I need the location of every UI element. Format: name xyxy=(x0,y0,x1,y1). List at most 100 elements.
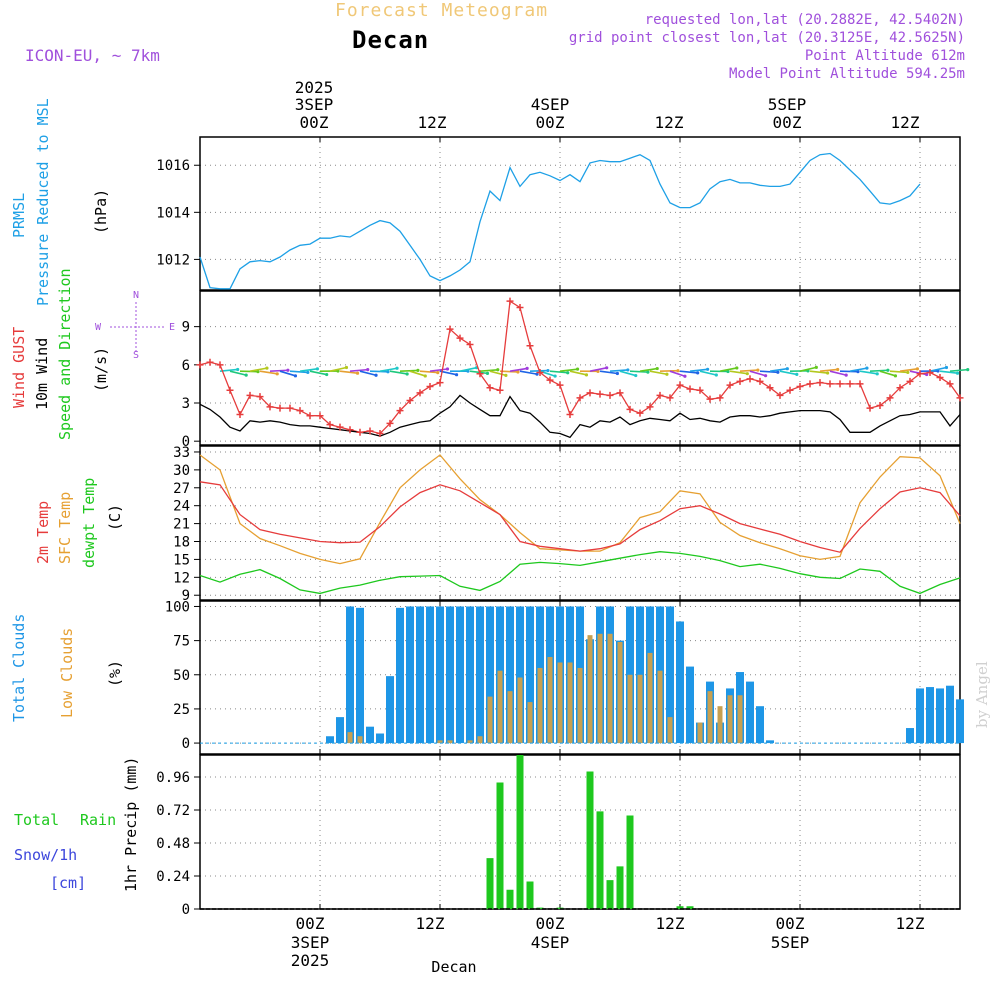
gust-marker xyxy=(936,374,944,382)
wind-arrow xyxy=(889,370,908,374)
wind-arrow xyxy=(649,370,668,376)
prmsl-sublabel: Pressure Reduced to MSL xyxy=(34,98,52,306)
total-cloud-bar xyxy=(356,607,364,744)
total-cloud-bar xyxy=(406,606,414,744)
wind-arrowhead xyxy=(745,372,749,376)
wind-arrowhead xyxy=(575,367,580,371)
wind-arrow xyxy=(379,367,398,372)
wind-arrow xyxy=(829,370,847,376)
y-tick-label: 33 xyxy=(173,445,190,461)
low-cloud-bar xyxy=(537,667,543,744)
low-cloud-bar xyxy=(727,695,733,744)
total-cloud-bar xyxy=(926,687,934,744)
total-cloud-bar xyxy=(366,726,374,744)
total-cloud-bar xyxy=(466,606,474,744)
gust-marker xyxy=(736,377,744,385)
total-cloud-bar xyxy=(386,676,394,744)
total-cloud-bar xyxy=(916,688,924,744)
panel-1: 1012 1014 1016 xyxy=(156,136,961,291)
wind-arrowhead xyxy=(886,368,890,372)
wind-arrowhead xyxy=(395,366,399,370)
gust-marker xyxy=(276,404,284,412)
rain-bar xyxy=(676,906,684,909)
compass-rose: N S W E xyxy=(95,290,175,361)
wind-arrowhead xyxy=(706,367,710,371)
wind-arrow xyxy=(689,368,708,372)
wind-arrowhead xyxy=(714,373,718,377)
wind-arrow xyxy=(359,370,377,377)
y-tick-label: 0.48 xyxy=(156,836,190,852)
total-clouds-label: Total Clouds xyxy=(10,614,28,722)
gust-marker xyxy=(336,423,344,431)
total-cloud-bar xyxy=(446,606,454,744)
gust-marker xyxy=(396,407,404,415)
low-cloud-bar xyxy=(567,662,573,744)
y-tick-label: 3 xyxy=(182,396,190,412)
gust-marker xyxy=(606,391,614,399)
wind-arrow xyxy=(799,366,817,372)
gust-marker xyxy=(906,377,914,385)
wind-arrow xyxy=(559,368,578,372)
gust-label: Wind GUST xyxy=(10,327,28,408)
dewpt-label: dewpt Temp xyxy=(80,478,98,568)
wind-arrowhead xyxy=(584,373,589,377)
gust-marker xyxy=(236,410,244,418)
gust-marker xyxy=(246,391,254,399)
gust-marker xyxy=(476,370,484,378)
total-cloud-bar xyxy=(326,736,334,744)
rain-label: Rain xyxy=(80,811,116,829)
compass-s-label: S xyxy=(133,350,139,361)
total-cloud-bar xyxy=(766,740,774,744)
y-tick-label: 0 xyxy=(182,902,190,918)
wind-arrowhead xyxy=(436,370,440,375)
low-cloud-bar xyxy=(437,740,443,744)
sfc-temp-label: SFC Temp xyxy=(56,492,74,564)
low-cloud-bar xyxy=(627,674,633,744)
y-tick-label: 50 xyxy=(173,668,190,684)
total-cloud-bar xyxy=(666,606,674,744)
y-tick-label: 1016 xyxy=(156,158,190,174)
watermark: by Angel xyxy=(973,661,991,728)
wind-arrowhead xyxy=(566,371,570,375)
wind-arrowhead xyxy=(516,370,520,374)
dewpt-line xyxy=(199,551,961,595)
wind-arrowhead xyxy=(915,367,919,371)
low-cloud-bar xyxy=(477,736,483,744)
wind-arrow xyxy=(229,370,247,376)
gust-marker xyxy=(346,426,354,434)
total-cloud-bar xyxy=(426,606,434,744)
y-tick-label: 100 xyxy=(165,599,190,615)
low-cloud-bar xyxy=(547,657,553,744)
bottom-date-label-3: 5SEP xyxy=(771,933,810,952)
gust-marker xyxy=(846,380,854,388)
low-cloud-bar xyxy=(597,633,603,744)
wind-arrowhead xyxy=(646,370,650,374)
wind-arrow xyxy=(399,369,418,372)
rain-bar xyxy=(516,755,524,909)
footer-location: Decan xyxy=(431,958,476,976)
gust-marker xyxy=(956,394,964,402)
gust-marker xyxy=(226,386,234,394)
total-cloud-bar xyxy=(436,606,444,744)
gust-marker xyxy=(556,381,564,389)
wind-arrowhead xyxy=(955,371,960,375)
gust-marker xyxy=(626,405,634,413)
requested-location: requested lon,lat (20.2882E, 42.5402N) xyxy=(645,12,965,28)
wind-arrow xyxy=(769,367,788,372)
total-cloud-bar xyxy=(756,706,764,744)
total-cloud-bar xyxy=(346,606,354,744)
total-cloud-bar xyxy=(506,606,514,744)
total-cloud-bar xyxy=(956,699,964,744)
wind-arrow xyxy=(269,369,288,372)
wind-arrowhead xyxy=(275,372,279,376)
wind-arrowhead xyxy=(875,372,879,376)
gust-marker xyxy=(746,375,754,383)
rain-bar xyxy=(486,858,494,909)
wind-arrowhead xyxy=(344,365,349,370)
y-tick-label: 24 xyxy=(173,499,190,515)
gust-marker xyxy=(876,402,884,410)
wind-arrowhead xyxy=(925,372,929,377)
gust-marker xyxy=(806,380,814,388)
